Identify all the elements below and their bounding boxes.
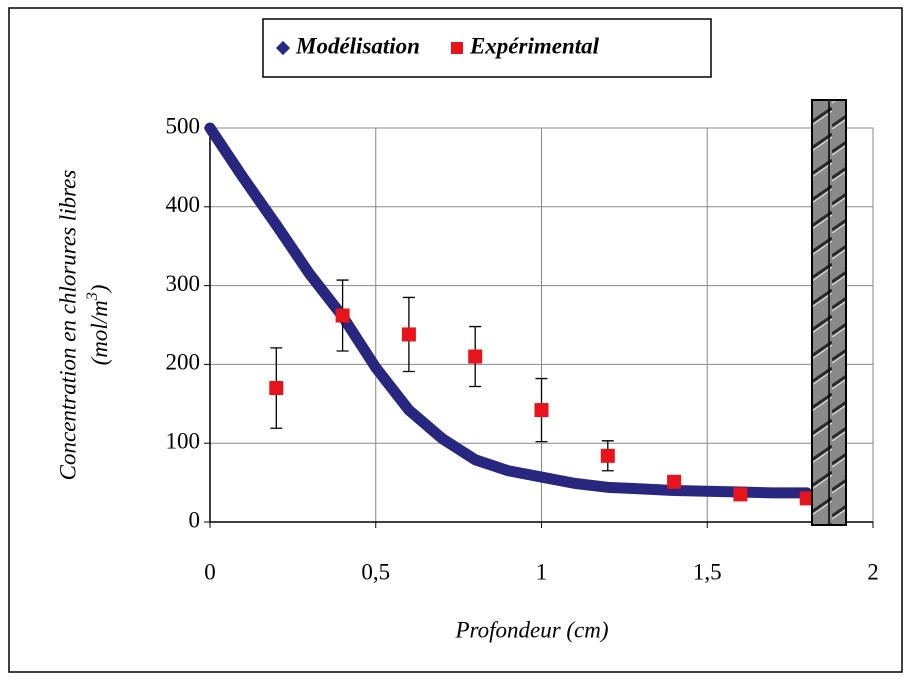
y-tick-label: 500 — [166, 113, 201, 138]
x-axis-label: Profondeur (cm) — [454, 617, 608, 642]
y-tick-label: 300 — [166, 271, 201, 296]
legend-label: Expérimental — [469, 33, 600, 58]
data-point — [401, 327, 416, 342]
data-point — [468, 349, 483, 364]
y-tick-label: 200 — [166, 350, 201, 375]
legend-marker — [275, 40, 291, 56]
x-tick-label: 1 — [536, 559, 548, 584]
plot-area: 0 100 200 300 400 500 0 0,5 1 1,5 2 — [166, 113, 879, 584]
y-tick-label: 100 — [166, 428, 201, 453]
y-axis-label: Concentration en chlorures libres — [55, 170, 80, 481]
unit-close: ) — [87, 285, 112, 295]
frame — [8, 7, 903, 673]
data-point — [799, 491, 814, 506]
data-point — [733, 487, 748, 502]
y-tick-label: 400 — [166, 192, 201, 217]
legend-marker — [450, 42, 463, 54]
data-point — [667, 474, 682, 489]
y-tick-label: 0 — [189, 507, 201, 532]
legend-label: Modélisation — [295, 33, 420, 58]
legend-items: Modélisation Expérimental — [275, 33, 600, 58]
x-tick-label: 0,5 — [361, 559, 390, 584]
x-tick-label: 0 — [204, 559, 216, 584]
data-point — [335, 308, 350, 323]
data-point — [600, 448, 615, 463]
y-axis-unit: (mol/m3) — [84, 285, 113, 366]
x-tick-label: 1,5 — [693, 559, 722, 584]
unit-open: (mol/m — [87, 300, 112, 365]
model-curve — [204, 122, 813, 499]
x-tick-label: 2 — [867, 559, 879, 584]
y-axis-label-group: Concentration en chlorures libres (mol/m… — [55, 170, 112, 481]
legend — [262, 18, 712, 78]
data-point — [269, 381, 284, 396]
data-point — [534, 403, 549, 418]
unit-sup: 3 — [84, 292, 101, 301]
